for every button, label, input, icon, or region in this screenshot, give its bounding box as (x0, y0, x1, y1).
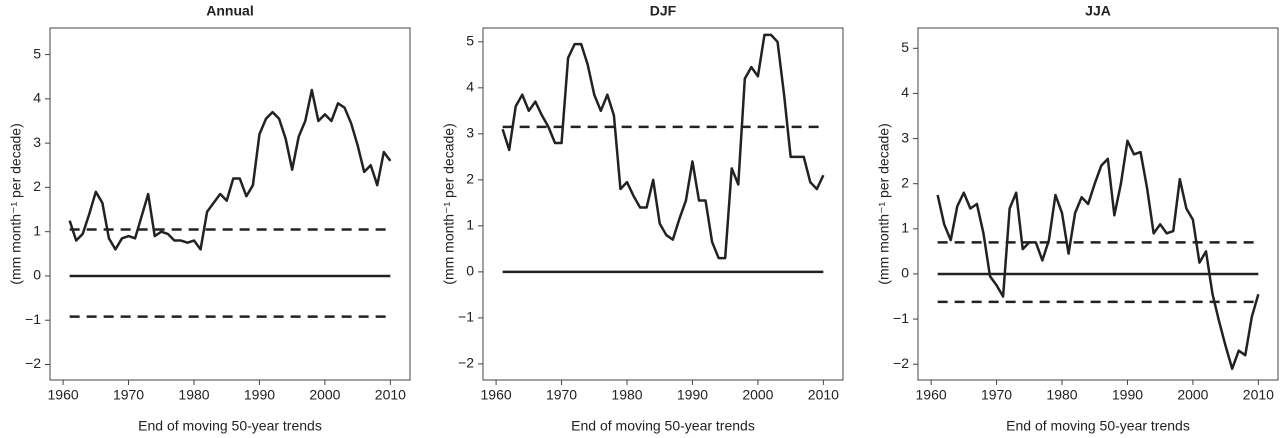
y-tick-label: 1 (33, 222, 41, 238)
chart-title: JJA (1085, 3, 1111, 19)
y-tick-label: 2 (901, 174, 909, 190)
y-tick-label: 3 (33, 134, 41, 150)
x-axis-label: End of moving 50-year trends (1006, 418, 1190, 434)
y-axis-label: (mm month⁻¹ per decade) (876, 123, 892, 284)
data-line (68, 88, 392, 251)
y-tick-label: 1 (901, 220, 909, 236)
y-tick-label: −1 (893, 310, 909, 326)
x-axis-label: End of moving 50-year trends (138, 418, 322, 434)
plot-frame (49, 27, 411, 381)
y-tick-label: 0 (901, 265, 909, 281)
x-tick-label: 2000 (1177, 387, 1208, 403)
plot-frame (482, 27, 844, 381)
y-tick-label: 4 (466, 79, 474, 95)
x-tick-label: 1980 (611, 387, 642, 403)
x-tick-label: 1970 (546, 387, 577, 403)
y-tick-label: 3 (466, 125, 474, 141)
x-tick-label: 1980 (178, 387, 209, 403)
y-tick-label: −1 (25, 311, 41, 327)
x-tick-label: 2000 (309, 387, 340, 403)
x-tick-label: 1960 (48, 387, 79, 403)
y-axis-label: (mm month⁻¹ per decade) (441, 123, 457, 284)
x-tick-label: 2010 (808, 387, 839, 403)
y-tick-label: 1 (466, 217, 474, 233)
y-tick-label: 2 (33, 178, 41, 194)
x-tick-label: 1990 (244, 387, 275, 403)
x-tick-label: 1970 (981, 387, 1012, 403)
y-tick-label: −1 (458, 309, 474, 325)
x-tick-label: 2000 (742, 387, 773, 403)
x-tick-label: 1990 (677, 387, 708, 403)
y-tick-label: 4 (901, 84, 909, 100)
data-line (501, 33, 825, 260)
x-tick-label: 1990 (1112, 387, 1143, 403)
x-tick-label: 2010 (1243, 387, 1274, 403)
y-tick-label: 3 (901, 129, 909, 145)
y-tick-label: −2 (893, 355, 909, 371)
y-tick-label: 0 (33, 267, 41, 283)
x-tick-label: 2010 (375, 387, 406, 403)
y-tick-label: 2 (466, 171, 474, 187)
y-tick-label: −2 (25, 355, 41, 371)
chart-title: Annual (206, 3, 253, 19)
y-tick-label: 5 (901, 39, 909, 55)
x-tick-label: 1960 (481, 387, 512, 403)
y-tick-label: 4 (33, 90, 41, 106)
data-line (936, 139, 1260, 370)
plot-frame (917, 27, 1279, 381)
x-tick-label: 1970 (113, 387, 144, 403)
y-axis-label: (mm month⁻¹ per decade) (8, 123, 24, 284)
x-axis-label: End of moving 50-year trends (571, 418, 755, 434)
chart-title: DJF (650, 3, 677, 19)
y-tick-label: −2 (458, 355, 474, 371)
x-tick-label: 1980 (1046, 387, 1077, 403)
x-tick-label: 1960 (916, 387, 947, 403)
y-tick-label: 0 (466, 263, 474, 279)
y-tick-label: 5 (466, 33, 474, 49)
y-tick-label: 5 (33, 45, 41, 61)
